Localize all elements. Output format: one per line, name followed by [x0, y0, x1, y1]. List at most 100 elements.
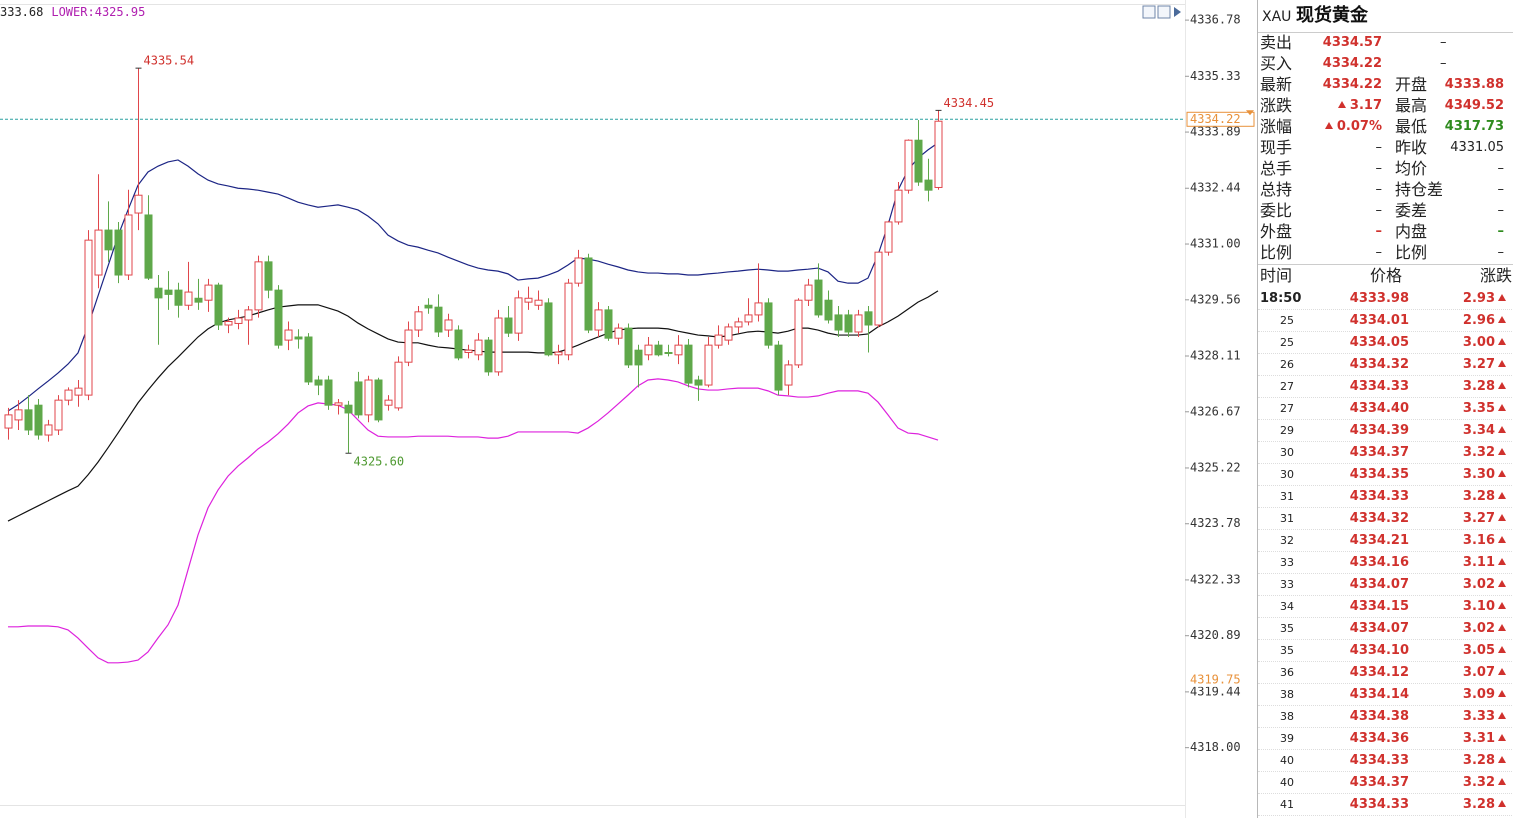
field-value: –: [1497, 203, 1505, 218]
candle-body: [114, 229, 123, 276]
trade-time: 29: [1280, 424, 1294, 437]
trade-price: 4333.98: [1349, 291, 1409, 306]
button[interactable]: [1142, 5, 1156, 19]
row-divider: [1258, 507, 1513, 508]
trade-price: 4334.33: [1349, 379, 1409, 394]
field-value: 4317.73: [1444, 119, 1504, 134]
trade-time: 36: [1280, 666, 1294, 679]
row-divider: [1258, 617, 1513, 618]
candle-body: [744, 314, 753, 323]
field-value: –: [1375, 161, 1383, 176]
trade-time: 41: [1280, 798, 1294, 811]
field-value: –: [1375, 140, 1383, 155]
trade-price: 4334.01: [1349, 313, 1409, 328]
trade-time: 33: [1280, 578, 1294, 591]
field-label: 最低: [1395, 117, 1428, 136]
button[interactable]: [1157, 5, 1171, 19]
row-divider: [1258, 793, 1513, 794]
field-label: 买入: [1260, 54, 1293, 73]
candle-body: [14, 409, 23, 421]
candle-body: [904, 139, 913, 191]
candle-body: [494, 317, 503, 373]
candle-body: [364, 379, 373, 416]
trade-time: 38: [1280, 688, 1294, 701]
trade-change: 3.00: [1463, 333, 1506, 353]
field-label: 比例: [1260, 243, 1293, 262]
trade-price: 4334.15: [1349, 599, 1409, 614]
candle-body: [574, 257, 583, 284]
trade-time: 34: [1280, 600, 1294, 613]
candle-body: [784, 364, 793, 386]
trade-change: 3.28: [1463, 751, 1506, 771]
candle-body: [74, 387, 83, 396]
trade-price: 4334.40: [1349, 401, 1409, 416]
candle-body: [794, 299, 803, 366]
y-tick-label: 4328.11: [1190, 348, 1241, 362]
candle-body: [544, 302, 553, 356]
trade-price: 4334.38: [1349, 709, 1409, 724]
candle-body: [714, 334, 723, 346]
trade-price: 4334.07: [1349, 621, 1409, 636]
candle-body: [874, 251, 883, 326]
candle-body: [474, 339, 483, 356]
y-tick-label: 4318.00: [1190, 740, 1241, 754]
trade-change: 3.34: [1463, 421, 1506, 441]
candle-body: [664, 352, 673, 355]
band-line: [7, 142, 939, 412]
candle-body: [214, 284, 223, 326]
row-divider: [1258, 683, 1513, 684]
trade-price: 4334.37: [1349, 445, 1409, 460]
y-tick-label: 4319.44: [1190, 684, 1241, 698]
trade-time: 27: [1280, 402, 1294, 415]
candle-body: [414, 311, 423, 331]
field-value: 4331.05: [1450, 140, 1504, 155]
candle-body: [484, 339, 493, 373]
candle-body: [814, 279, 823, 316]
candle-body: [614, 327, 623, 339]
toolbar[interactable]: [1142, 5, 1181, 19]
candle-body: [334, 402, 343, 406]
y-tick-label: 4336.78: [1190, 13, 1241, 27]
candle-body: [204, 284, 213, 301]
trade-time: 40: [1280, 754, 1294, 767]
y-tick-label: 4320.89: [1190, 628, 1241, 642]
button[interactable]: [1174, 7, 1181, 17]
candle-body: [504, 317, 513, 334]
trade-time: 31: [1280, 490, 1294, 503]
trade-change: 3.09: [1463, 685, 1506, 705]
trade-change: 3.27: [1463, 355, 1506, 375]
y-tick-label: 4322.33: [1190, 572, 1241, 586]
trade-time: 35: [1280, 644, 1294, 657]
indicator-value: 4325.95: [95, 5, 146, 19]
candle-body: [444, 319, 453, 331]
field-label: 比例: [1395, 243, 1428, 262]
trade-price: 4334.32: [1349, 511, 1409, 526]
field-label: 最新: [1260, 75, 1293, 94]
field-value: –: [1375, 245, 1383, 260]
trade-time: 25: [1280, 336, 1294, 349]
annotation-label: 4325.60: [354, 455, 405, 469]
y-tick-label: 4332.44: [1190, 181, 1241, 195]
trade-change: 3.27: [1463, 509, 1506, 529]
candle-body: [724, 326, 733, 341]
candle-body: [844, 314, 853, 333]
row-divider: [1258, 727, 1513, 728]
divider: [1258, 32, 1513, 33]
field-label: 卖出: [1260, 33, 1293, 52]
field-value: 4333.88: [1444, 77, 1504, 92]
chart: 333.68 LOWER:4325.95 4336.78 4335.33 4333.8…: [0, 0, 1255, 818]
trade-change: 3.07: [1463, 663, 1506, 683]
candle-body: [24, 409, 33, 431]
y-tick-label: 4326.67: [1190, 404, 1241, 418]
candle-body: [404, 329, 413, 363]
trade-time: 30: [1280, 468, 1294, 481]
candle-body: [354, 381, 363, 416]
trade-price: 4334.39: [1349, 423, 1409, 438]
candle-body: [674, 344, 683, 356]
trade-change: 3.10: [1463, 597, 1506, 617]
trade-change: 3.31: [1463, 729, 1506, 749]
candle-body: [164, 289, 173, 295]
trade-price: 4334.05: [1349, 335, 1409, 350]
row-divider: [1258, 639, 1513, 640]
candle-body: [734, 321, 743, 328]
